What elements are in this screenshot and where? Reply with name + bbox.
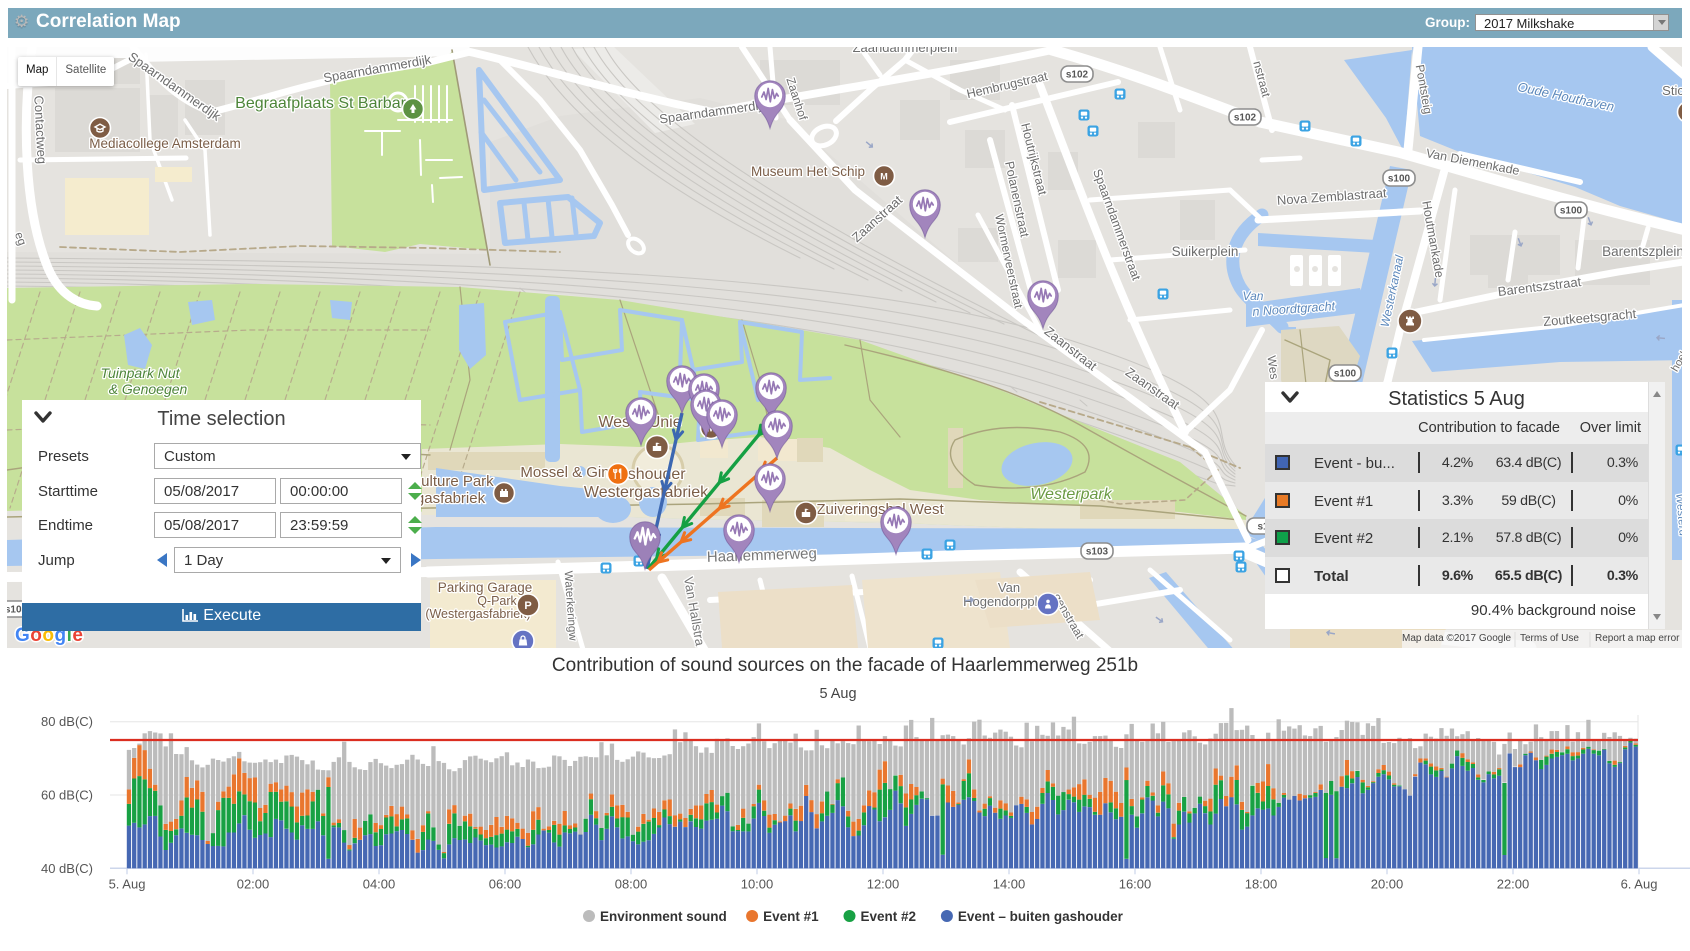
svg-text:18:00: 18:00 (1245, 876, 1278, 891)
svg-text:22:00: 22:00 (1497, 876, 1530, 891)
svg-text:5. Aug: 5. Aug (109, 876, 146, 891)
svg-text:40 dB(C): 40 dB(C) (41, 861, 93, 876)
svg-text:Westerd: Westerd (1673, 493, 1682, 537)
svg-text:Zaandammerplein: Zaandammerplein (853, 47, 958, 55)
svg-text:Van: Van (1243, 289, 1264, 303)
svg-text:s102: s102 (1066, 70, 1089, 81)
svg-text:Parking Garage: Parking Garage (438, 580, 533, 595)
svg-text:Van: Van (998, 580, 1020, 595)
svg-text:(Westergasfabriek): (Westergasfabriek) (425, 607, 530, 621)
svg-text:20:00: 20:00 (1371, 876, 1404, 891)
svg-text:02:00: 02:00 (237, 876, 270, 891)
svg-text:s100: s100 (1560, 206, 1583, 217)
svg-text:s102: s102 (1234, 113, 1257, 124)
svg-text:08:00: 08:00 (615, 876, 648, 891)
svg-text:Westergasfabriek: Westergasfabriek (584, 484, 709, 501)
svg-text:14:00: 14:00 (993, 876, 1026, 891)
svg-text:Mediacollege Amsterdam: Mediacollege Amsterdam (89, 136, 241, 151)
svg-text:12:00: 12:00 (867, 876, 900, 891)
svg-text:Barentszplein: Barentszplein (1602, 244, 1682, 259)
svg-text:16:00: 16:00 (1119, 876, 1152, 891)
svg-text:eg: eg (12, 230, 30, 247)
svg-text:s100: s100 (1334, 369, 1357, 380)
svg-text:P: P (524, 600, 531, 612)
svg-text:Contactweg: Contactweg (31, 95, 50, 164)
svg-text:Stic: Stic (1662, 83, 1682, 98)
svg-text:Contribution of sound sources: Contribution of sound sources on the fac… (552, 655, 1138, 676)
svg-text:M: M (880, 172, 888, 182)
svg-text:rgasfabriek: rgasfabriek (411, 490, 486, 507)
svg-text:Begraafplaats St Barbara: Begraafplaats St Barbara (235, 95, 415, 112)
svg-text:10:00: 10:00 (741, 876, 774, 891)
svg-text:Wes: Wes (1264, 355, 1281, 381)
svg-text:Suikerplein: Suikerplein (1172, 244, 1239, 259)
svg-text:Event #2: Event #2 (861, 909, 917, 924)
svg-text:Terms of Use: Terms of Use (1520, 633, 1579, 644)
svg-text:Event – buiten gashouder: Event – buiten gashouder (958, 909, 1124, 924)
svg-text:Hogendorpplein: Hogendorpplein (963, 594, 1055, 609)
svg-text:s103: s103 (7, 605, 28, 616)
svg-text:Culture Park: Culture Park (410, 473, 494, 490)
svg-text:06:00: 06:00 (489, 876, 522, 891)
svg-text:& Genoegen: & Genoegen (109, 381, 188, 397)
svg-text:Tuinpark Nut: Tuinpark Nut (100, 365, 180, 381)
svg-text:Event #1: Event #1 (763, 909, 819, 924)
svg-text:Museum Het Schip: Museum Het Schip (751, 164, 865, 179)
svg-text:Environment sound: Environment sound (600, 909, 727, 924)
svg-text:04:00: 04:00 (363, 876, 396, 891)
svg-text:Mossel & Gin: Mossel & Gin (520, 464, 609, 481)
svg-text:s103: s103 (1086, 547, 1109, 558)
svg-text:s1: s1 (1257, 522, 1269, 533)
svg-text:Report a map error: Report a map error (1595, 633, 1680, 644)
svg-text:s100: s100 (1388, 174, 1411, 185)
svg-text:5 Aug: 5 Aug (819, 686, 856, 702)
svg-text:6. Aug: 6. Aug (1621, 876, 1658, 891)
svg-text:Map data ©2017 Google: Map data ©2017 Google (1402, 633, 1512, 644)
svg-text:60 dB(C): 60 dB(C) (41, 788, 93, 803)
svg-text:Westerpark: Westerpark (1030, 486, 1113, 503)
svg-text:Zuiveringshal West: Zuiveringshal West (816, 501, 944, 518)
svg-text:80 dB(C): 80 dB(C) (41, 714, 93, 729)
svg-text:Q-Park: Q-Park (477, 594, 517, 608)
